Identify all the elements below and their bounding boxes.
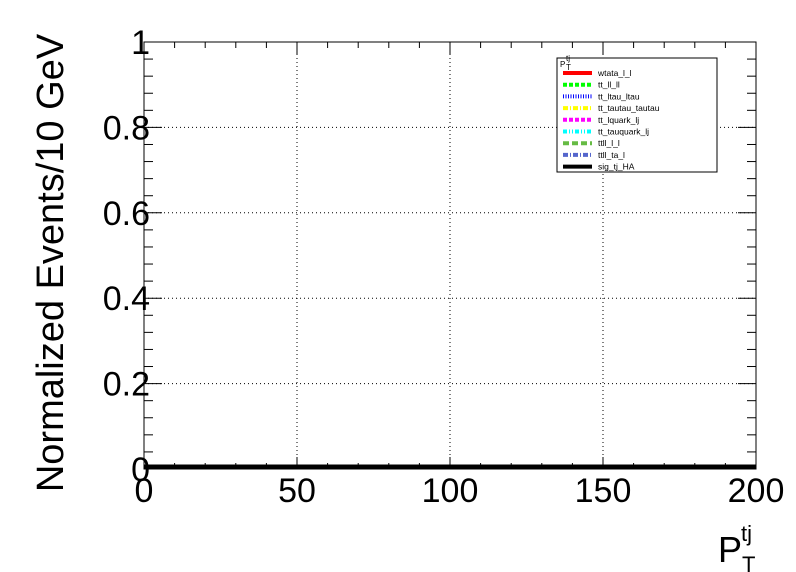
y-tick-label: 0.2 <box>103 366 150 404</box>
x-axis-label-base: P <box>718 529 742 570</box>
legend-label-tt_tautau_tautau: tt_tautau_tautau <box>598 103 660 113</box>
x-tick-label: 100 <box>422 472 479 510</box>
legend-title-base: P <box>560 60 565 69</box>
legend-title-sup: tj <box>566 54 570 63</box>
y-tick-label: 0.8 <box>103 109 150 147</box>
x-tick-label: 50 <box>278 472 316 510</box>
tick-labels: 0 50 100 150 200 0 0.2 0.4 0.6 0.8 1 <box>103 24 785 510</box>
legend-title-sub: T <box>566 63 571 72</box>
legend-label-ttll_l_l: ttll_l_l <box>598 138 620 148</box>
legend-label-tt_ltau_ltau: tt_ltau_ltau <box>598 91 640 101</box>
y-tick-label: 0 <box>131 451 150 489</box>
y-axis-label: Normalized Events/10 GeV <box>30 33 72 492</box>
x-tick-label: 150 <box>575 472 632 510</box>
legend-label-tt_lquark_lj: tt_lquark_lj <box>598 115 639 125</box>
plot-frame <box>143 41 757 470</box>
x-tick-label: 200 <box>728 472 785 510</box>
legend-label-sig_tj_HA: sig_tj_HA <box>598 162 635 172</box>
x-axis-label-sup: tj <box>741 521 752 546</box>
legend-label-wtata_l_l: wtata_l_l <box>597 68 632 78</box>
y-tick-label: 0.4 <box>103 280 150 318</box>
y-tick-label: 1 <box>131 24 150 62</box>
legend-label-ttll_ta_l: ttll_ta_l <box>598 150 625 160</box>
x-tick-label: 0 <box>135 472 154 510</box>
x-axis-label-sub: T <box>742 552 755 572</box>
y-tick-label: 0.6 <box>103 195 150 233</box>
x-axis-label: P T tj <box>718 521 755 572</box>
legend-label-tt_tauquark_lj: tt_tauquark_lj <box>598 127 649 137</box>
legend-label-tt_ll_ll: tt_ll_ll <box>598 80 620 90</box>
